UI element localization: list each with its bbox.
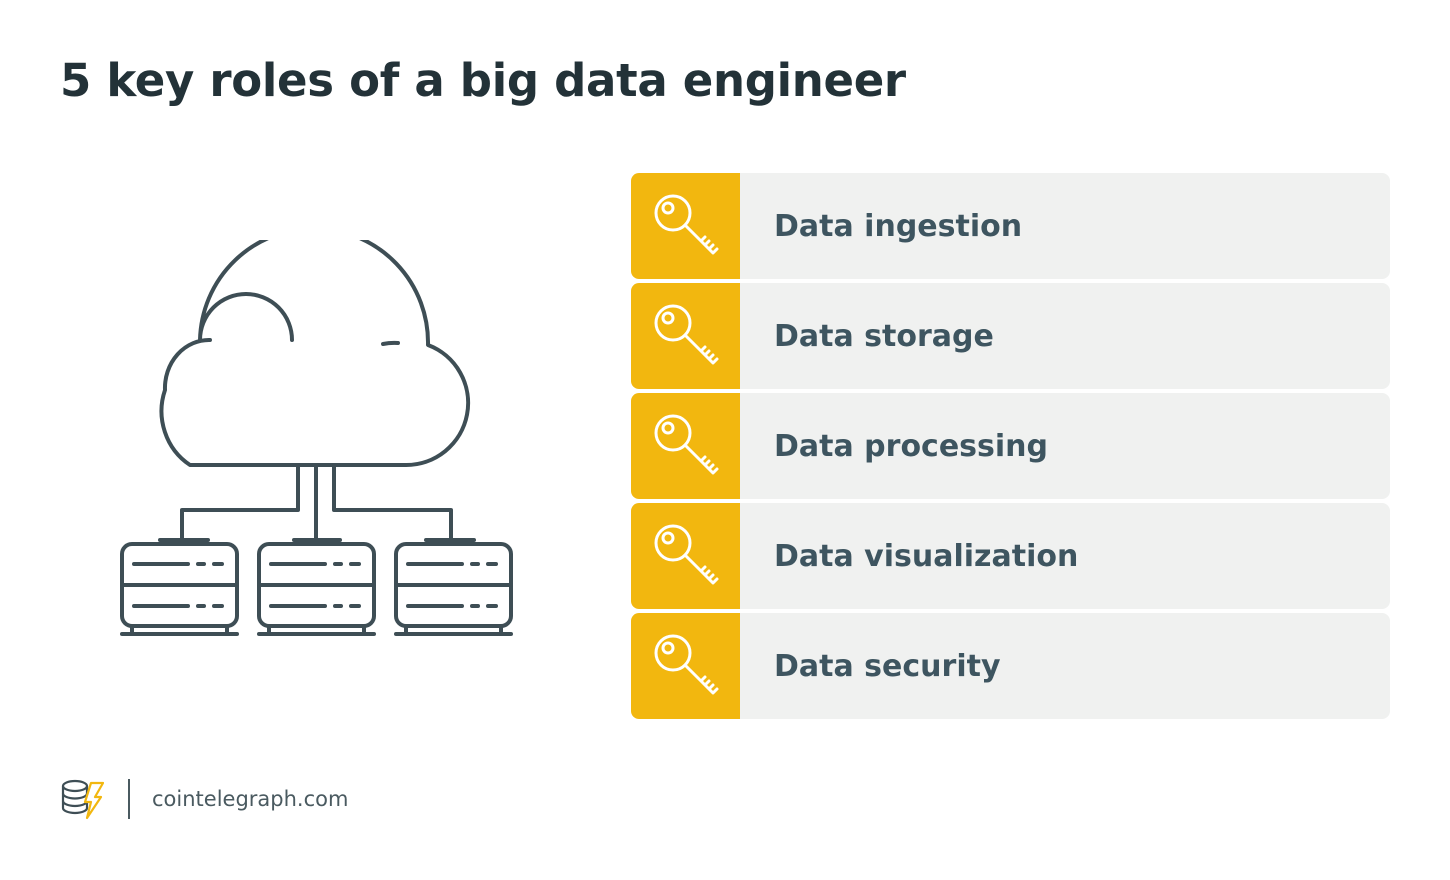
list-item: Data ingestion — [631, 173, 1390, 279]
role-label-container: Data ingestion — [740, 173, 1390, 279]
key-icon — [631, 503, 740, 609]
server-rack-icon — [257, 538, 376, 636]
key-icon — [631, 173, 740, 279]
list-item: Data visualization — [631, 503, 1390, 609]
server-rack-icon — [120, 538, 239, 636]
key-icon — [631, 613, 740, 719]
role-label: Data visualization — [774, 538, 1079, 574]
network-connectors — [180, 463, 453, 542]
key-icon — [631, 393, 740, 499]
cointelegraph-logo-icon — [61, 779, 104, 820]
role-label: Data storage — [774, 318, 994, 354]
footer: cointelegraph.com — [60, 778, 348, 820]
role-label-container: Data visualization — [740, 503, 1390, 609]
list-item: Data security — [631, 613, 1390, 719]
role-label: Data ingestion — [774, 208, 1023, 244]
key-icon — [631, 283, 740, 389]
role-label-container: Data storage — [740, 283, 1390, 389]
site-url: cointelegraph.com — [152, 787, 349, 811]
cloud-servers-illustration — [120, 240, 513, 636]
role-label-container: Data security — [740, 613, 1390, 719]
role-label-container: Data processing — [740, 393, 1390, 499]
cloud-icon — [159, 240, 471, 468]
page-title: 5 key roles of a big data engineer — [60, 54, 906, 107]
server-rack-icon — [394, 538, 513, 636]
role-label: Data security — [774, 648, 1001, 684]
roles-list: Data ingestion Data storage — [631, 173, 1390, 723]
role-label: Data processing — [774, 428, 1049, 464]
list-item: Data processing — [631, 393, 1390, 499]
list-item: Data storage — [631, 283, 1390, 389]
footer-divider — [128, 779, 130, 819]
